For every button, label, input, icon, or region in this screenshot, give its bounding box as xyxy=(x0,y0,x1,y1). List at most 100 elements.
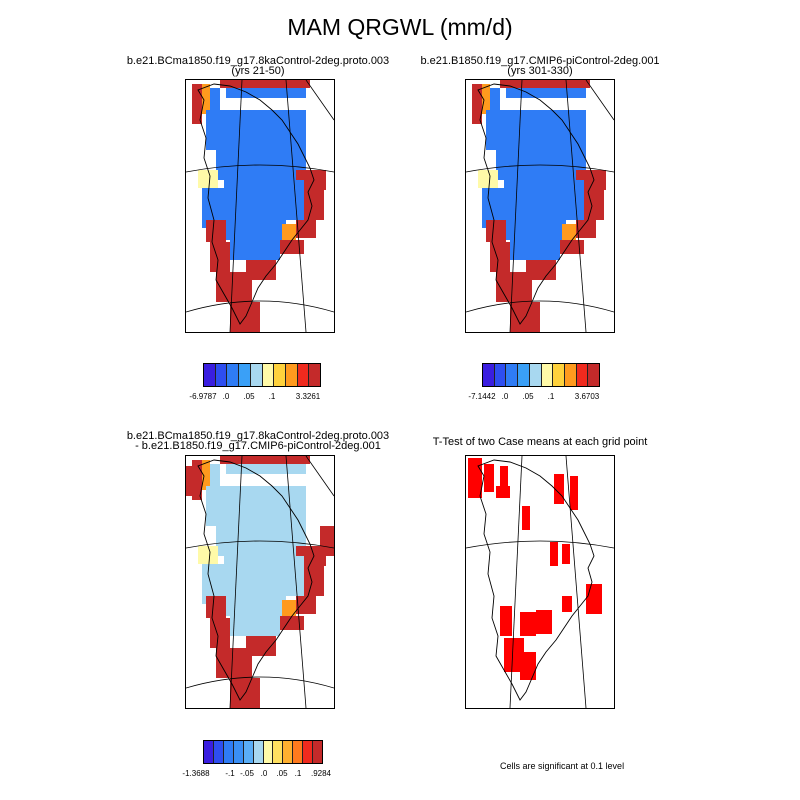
case1-cbar-label: -6.9787 xyxy=(189,392,217,401)
grid-cell xyxy=(282,600,296,616)
diff-cbar-label: .0 xyxy=(260,769,268,778)
case1-colorbar xyxy=(203,363,321,387)
case2-cbar-label: .05 xyxy=(522,392,534,401)
significant-cell xyxy=(550,542,558,566)
grid-cell xyxy=(506,220,526,240)
grid-cell xyxy=(202,460,210,490)
grid-cell xyxy=(224,556,304,596)
case2-colorbar xyxy=(482,363,600,387)
latitude-line xyxy=(466,540,614,549)
case1-cbar-label: .05 xyxy=(243,392,255,401)
colorbar-swatch xyxy=(250,364,263,386)
colorbar-swatch xyxy=(529,364,542,386)
grid-cell xyxy=(282,224,296,240)
colorbar-swatch xyxy=(483,364,495,386)
grid-cell xyxy=(246,636,276,656)
grid-cell xyxy=(482,188,504,228)
longitude-line xyxy=(285,456,307,708)
grid-cell xyxy=(472,84,482,124)
grid-cell xyxy=(230,616,280,636)
grid-cell xyxy=(192,84,202,124)
longitude-line xyxy=(305,456,334,497)
grid-cell xyxy=(210,242,230,272)
significant-cell xyxy=(500,466,508,490)
colorbar-swatch xyxy=(215,364,228,386)
grid-cell xyxy=(198,546,218,564)
longitude-line xyxy=(585,80,614,121)
grid-cell xyxy=(482,84,490,114)
significant-cell xyxy=(522,506,530,530)
grid-cell xyxy=(280,240,304,254)
diff-map xyxy=(185,455,335,709)
case1-subtitle: (yrs 21-50) xyxy=(231,65,285,77)
grid-cell xyxy=(246,220,286,240)
diff-cbar-label: -1.3688 xyxy=(182,769,210,778)
grid-cell xyxy=(206,220,226,242)
colorbar-swatch xyxy=(243,741,254,763)
significant-cell xyxy=(570,476,578,510)
grid-cell xyxy=(280,616,304,630)
colorbar-swatch xyxy=(297,364,310,386)
colorbar-swatch xyxy=(309,364,321,386)
grid-cell xyxy=(206,110,306,150)
colorbar-swatch xyxy=(263,741,274,763)
colorbar-swatch xyxy=(204,741,214,763)
grid-cell xyxy=(490,88,500,110)
diff-title: b.e21.BCma1850.f19_g17.8kaControl-2deg.p… xyxy=(126,430,390,442)
coastline xyxy=(197,459,315,701)
colorbar-swatch xyxy=(313,741,323,763)
colorbar-swatch xyxy=(518,364,530,386)
significant-cell xyxy=(504,638,524,672)
grid-cell xyxy=(224,180,304,220)
case2-cbar-label: 3.6703 xyxy=(574,392,600,401)
significant-cell xyxy=(520,652,536,680)
colorbar-swatch xyxy=(576,364,589,386)
grid-cell xyxy=(320,526,334,556)
significance-note: Cells are significant at 0.1 level xyxy=(500,761,625,771)
latitude-line xyxy=(186,300,334,313)
case2-cbar-label: -7.1442 xyxy=(468,392,496,401)
grid-cell xyxy=(296,596,316,614)
grid-cell xyxy=(486,110,586,150)
grid-cell xyxy=(478,170,498,188)
longitude-line xyxy=(565,456,587,708)
colorbar-swatch xyxy=(553,364,565,386)
longitude-line xyxy=(509,456,523,708)
significant-cell xyxy=(536,610,552,634)
grid-cell xyxy=(206,486,306,526)
case2-cbar-label: .0 xyxy=(501,392,509,401)
grid-cell xyxy=(202,564,224,604)
grid-cell xyxy=(296,220,316,238)
grid-cell xyxy=(584,190,604,220)
colorbar-swatch xyxy=(564,364,577,386)
colorbar-swatch xyxy=(283,741,294,763)
longitude-line xyxy=(509,80,523,332)
grid-cell xyxy=(490,242,510,272)
diff-cbar-label: .1 xyxy=(294,769,302,778)
longitude-line xyxy=(305,80,334,121)
grid-cell xyxy=(220,456,310,464)
significant-cell xyxy=(520,612,536,636)
grid-cell xyxy=(506,88,586,98)
significant-cell xyxy=(468,458,482,498)
colorbar-swatch xyxy=(213,741,224,763)
case2-map xyxy=(465,79,615,333)
latitude-line xyxy=(186,540,334,549)
coastline xyxy=(477,459,595,701)
grid-cell xyxy=(202,188,224,228)
grid-cell xyxy=(206,596,226,618)
longitude-line xyxy=(229,80,243,332)
colorbar-swatch xyxy=(293,741,304,763)
grid-cell xyxy=(526,260,556,280)
latitude-line xyxy=(186,164,334,173)
coastline xyxy=(477,83,595,325)
ttest-title: T-Test of two Case means at each grid po… xyxy=(432,436,648,448)
case1-title: b.e21.BCma1850.f19_g17.8kaControl-2deg.p… xyxy=(126,55,390,67)
case2-cbar-label: .1 xyxy=(547,392,555,401)
grid-cell xyxy=(304,190,324,220)
colorbar-swatch xyxy=(253,741,264,763)
case1-cbar-label: .0 xyxy=(222,392,230,401)
diff-cbar-label: .05 xyxy=(276,769,288,778)
grid-cell xyxy=(576,220,596,238)
diff-cbar-label: .9284 xyxy=(310,769,332,778)
